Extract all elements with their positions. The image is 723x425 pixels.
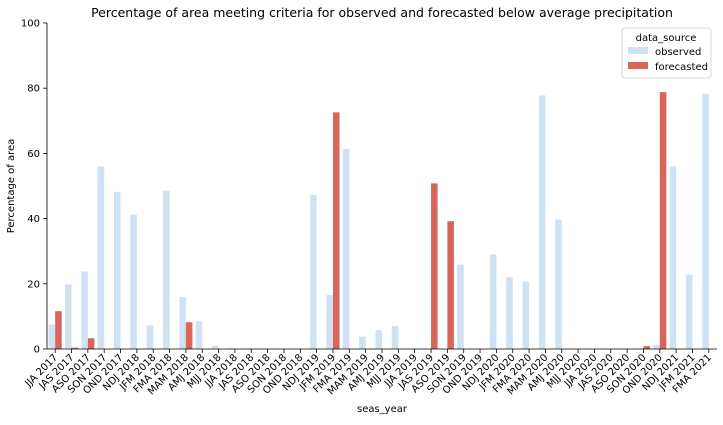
bar-observed-ndj-2019	[310, 195, 317, 349]
y-ticks-layer: 0 20 40 60 80 100	[21, 19, 47, 356]
bar-forecasted-jja-2017	[55, 311, 62, 349]
y-tick-label: 80	[27, 84, 40, 95]
bar-observed-ond-2017	[114, 192, 121, 349]
bar-observed-ond-2020	[653, 345, 660, 349]
bar-observed-amj-2018	[196, 321, 203, 349]
y-axis-label: Percentage of area	[6, 139, 17, 234]
bar-observed-jas-2017	[65, 284, 72, 349]
bar-observed-jfm-2018	[147, 326, 154, 349]
bar-observed-ndj-2020	[490, 254, 497, 349]
bars-layer	[49, 92, 709, 349]
bar-observed-fma-2018	[163, 191, 170, 349]
bar-observed-son-2019	[457, 265, 464, 349]
bar-observed-mjj-2018	[212, 346, 219, 349]
bar-observed-fma-2020	[523, 282, 530, 349]
legend-label-forecasted: forecasted	[655, 62, 708, 73]
y-tick-label: 100	[21, 19, 40, 30]
bar-observed-amj-2019	[375, 330, 382, 349]
bar-observed-aso-2017	[81, 271, 88, 349]
legend-title: data_source	[636, 33, 697, 44]
bar-observed-mjj-2019	[392, 326, 399, 349]
y-tick-label: 40	[27, 214, 40, 225]
y-tick-label: 0	[34, 345, 40, 356]
bar-observed-mam-2018	[179, 297, 186, 349]
bar-observed-fma-2019	[343, 149, 350, 349]
bar-observed-jja-2017	[49, 325, 56, 349]
bar-observed-mam-2019	[359, 337, 366, 349]
bar-forecasted-jfm-2019	[333, 112, 340, 349]
bar-forecasted-mam-2018	[186, 322, 193, 349]
bar-observed-ndj-2021	[670, 166, 677, 349]
bar-observed-ndj-2018	[130, 215, 137, 349]
bar-forecasted-son-2020	[643, 346, 650, 349]
bar-forecasted-ond-2020	[660, 92, 667, 349]
bar-observed-fma-2021	[702, 94, 709, 349]
legend-label-observed: observed	[655, 47, 701, 58]
y-tick-label: 20	[27, 279, 40, 290]
bar-observed-mam-2020	[539, 95, 546, 349]
bar-observed-jfm-2019	[326, 295, 333, 349]
legend-swatch-forecasted	[628, 62, 648, 69]
y-tick-label: 60	[27, 149, 40, 160]
bar-forecasted-aso-2017	[88, 338, 95, 349]
bar-observed-jfm-2020	[506, 277, 513, 349]
chart-title: Percentage of area meeting criteria for …	[91, 5, 673, 20]
bar-observed-jfm-2021	[686, 275, 693, 349]
bar-observed-amj-2020	[555, 220, 562, 349]
bar-observed-son-2017	[98, 166, 105, 349]
bar-forecasted-aso-2019	[447, 221, 454, 349]
bar-forecasted-jas-2019	[431, 183, 438, 349]
axes-layer	[47, 23, 717, 349]
legend: data_source observed forecasted	[622, 28, 711, 78]
legend-swatch-observed	[628, 47, 648, 54]
x-axis-label: seas_year	[357, 404, 408, 415]
